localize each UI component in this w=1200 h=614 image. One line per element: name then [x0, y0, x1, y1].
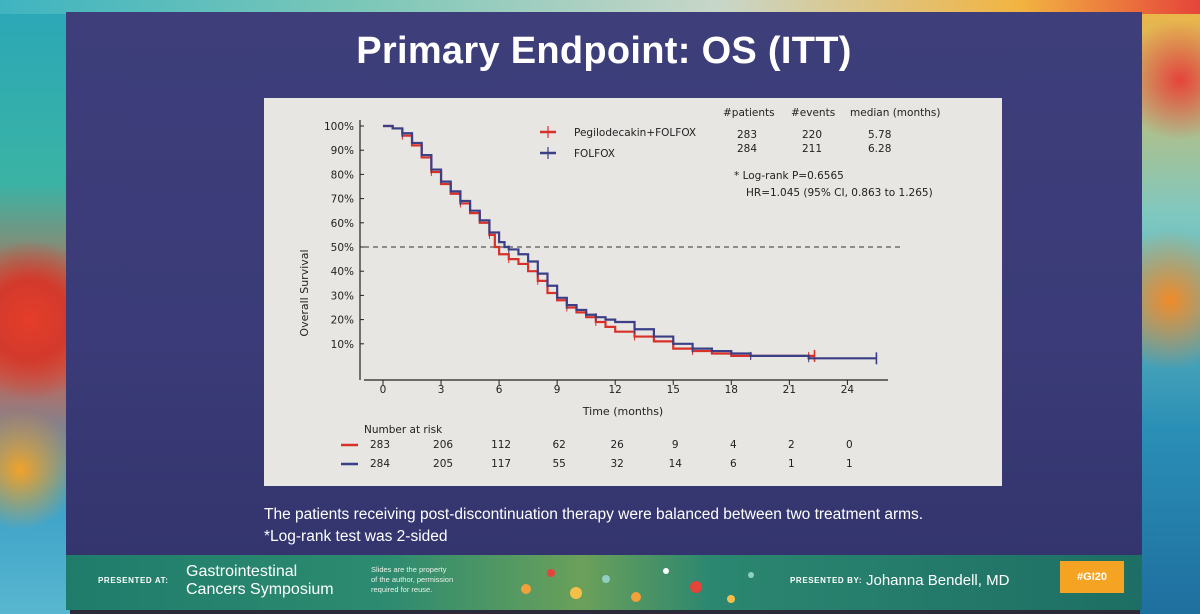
x-tick-label: 6: [496, 384, 503, 396]
risk-value: 0: [846, 439, 853, 451]
risk-value: 62: [552, 439, 565, 451]
risk-value: 55: [552, 458, 565, 470]
x-tick-label: 12: [609, 384, 622, 396]
y-tick-label: 20%: [331, 315, 354, 327]
risk-value: 4: [730, 439, 737, 451]
risk-value: 14: [669, 458, 683, 470]
y-tick-label: 100%: [324, 121, 354, 133]
risk-value: 32: [611, 458, 624, 470]
presented-by-label: PRESENTED BY:: [790, 576, 863, 585]
hashtag-badge: #GI20: [1060, 561, 1124, 593]
copyright-note-line-3: required for reuse.: [371, 585, 433, 594]
stats-header-patients: #patients: [723, 107, 775, 119]
risk-value: 206: [433, 439, 453, 451]
y-tick-label: 30%: [331, 290, 354, 302]
x-tick-label: 3: [438, 384, 445, 396]
risk-value: 2: [788, 439, 795, 451]
y-tick-label: 60%: [331, 218, 354, 230]
x-tick-label: 9: [554, 384, 561, 396]
stats-table: #patients #events median (months) 283 22…: [723, 107, 940, 199]
caption-balance: The patients receiving post-discontinuat…: [264, 506, 924, 523]
y-tick-label: 40%: [331, 266, 354, 278]
y-tick-label: 80%: [331, 169, 354, 181]
hazard-ratio: HR=1.045 (95% CI, 0.863 to 1.265): [746, 187, 933, 199]
risk-value: 6: [730, 458, 737, 470]
stats-cell: 283: [737, 129, 757, 141]
risk-value: 112: [491, 439, 511, 451]
y-tick-label: 70%: [331, 194, 354, 206]
copyright-note-line-2: of the author, permission: [371, 575, 454, 584]
x-axis-label: Time (months): [582, 405, 663, 418]
y-tick-label: 50%: [331, 242, 354, 254]
x-tick-label: 21: [783, 384, 796, 396]
risk-table-title: Number at risk: [364, 424, 443, 436]
km-curve-folfox: [383, 124, 877, 360]
symposium-line-2: Cancers Symposium: [186, 581, 334, 598]
symposium-line-1: Gastrointestinal: [186, 563, 298, 580]
decorative-dots: [521, 568, 754, 603]
legend: Pegilodecakin+FOLFOX FOLFOX: [540, 126, 696, 160]
km-curve-pegilodecakin: [383, 124, 815, 357]
stats-cell: 5.78: [868, 129, 891, 141]
risk-value: 1: [846, 458, 853, 470]
risk-value: 117: [491, 458, 511, 470]
risk-value: 1: [788, 458, 795, 470]
copyright-note: Slides are the property of the author, p…: [371, 565, 501, 595]
legend-label-folfox: FOLFOX: [574, 148, 615, 160]
y-tick-label: 10%: [331, 339, 354, 351]
caption-logrank-note: *Log-rank test was 2-sided: [264, 528, 448, 545]
y-axis-label: Overall Survival: [298, 249, 311, 336]
risk-value: 283: [370, 439, 390, 451]
x-tick-label: 18: [725, 384, 738, 396]
stats-header-events: #events: [791, 107, 835, 119]
background-left: [0, 0, 70, 614]
background-right: [1140, 0, 1200, 614]
stats-cell: 6.28: [868, 143, 891, 155]
slide-title: Primary Endpoint: OS (ITT): [356, 30, 852, 72]
legend-label-pegilodecakin: Pegilodecakin+FOLFOX: [574, 127, 696, 139]
footer-bar: PRESENTED AT: Gastrointestinal Cancers S…: [66, 555, 1142, 610]
copyright-note-line-1: Slides are the property: [371, 565, 447, 574]
x-tick-label: 0: [380, 384, 387, 396]
stats-header-median: median (months): [850, 107, 940, 119]
chart-panel: 10% 20% 30% 40% 50% 60% 70% 80% 90% 100% 0 3 6 9 12 15…: [264, 98, 1002, 486]
presenter-name: Johanna Bendell, MD: [866, 572, 1010, 589]
symposium-name: Gastrointestinal Cancers Symposium: [186, 563, 334, 599]
y-tick-label: 90%: [331, 145, 354, 157]
x-tick-label: 15: [667, 384, 680, 396]
background-top: [0, 0, 1200, 14]
presented-at-label: PRESENTED AT:: [98, 576, 169, 585]
logrank-p: * Log-rank P=0.6565: [734, 170, 844, 182]
risk-value: 9: [672, 439, 679, 451]
risk-value: 284: [370, 458, 390, 470]
km-chart: 10%20%30%40%50%60%70%80%90%100% 0 3 6 9 12 15…: [298, 107, 940, 470]
risk-value: 26: [611, 439, 625, 451]
x-tick-label: 24: [841, 384, 855, 396]
stats-cell: 220: [802, 129, 822, 141]
risk-value: 205: [433, 458, 453, 470]
stats-cell: 284: [737, 143, 757, 155]
stats-cell: 211: [802, 143, 822, 155]
